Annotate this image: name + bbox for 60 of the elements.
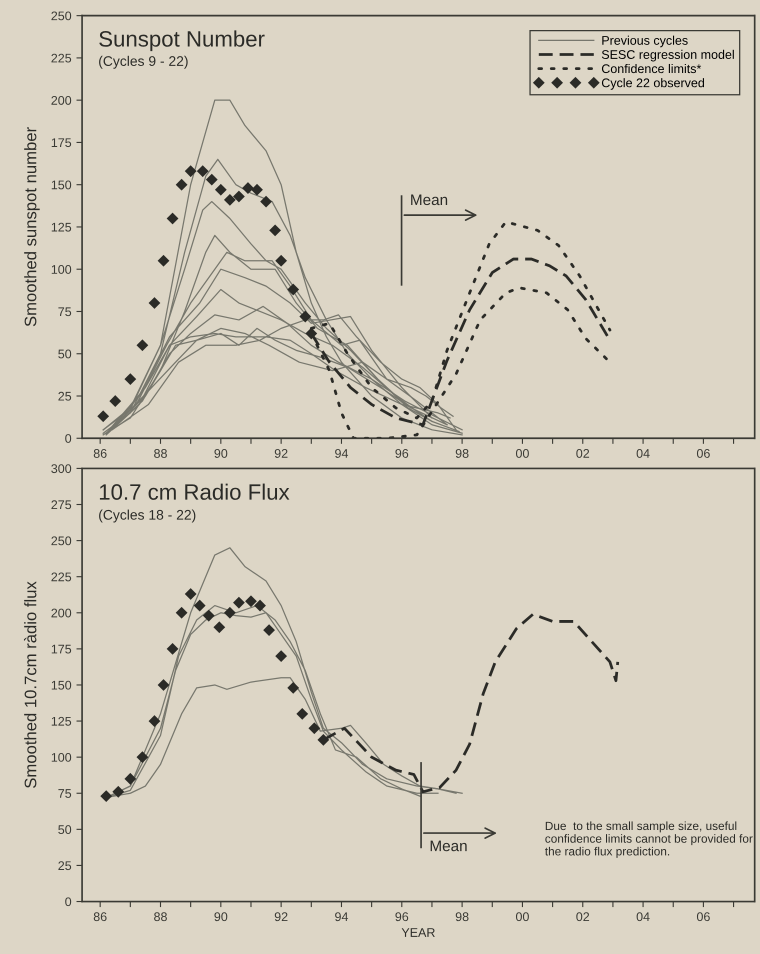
- y-tick-label: 125: [52, 222, 72, 232]
- y-tick-label: 225: [51, 572, 72, 582]
- legend-label: Previous cycles: [602, 36, 688, 48]
- x-tick-label: 06: [696, 449, 710, 458]
- x-tick-label: 86: [94, 449, 107, 458]
- text: Sunspot Number: [99, 30, 265, 52]
- text: (Cycles 9 - 22): [99, 56, 188, 69]
- x-tick-label: 88: [154, 912, 167, 922]
- x-tick-label: 94: [335, 912, 348, 922]
- x-tick-label: 92: [274, 912, 288, 922]
- y-tick-label: 175: [52, 644, 72, 654]
- y-tick-label: 300: [51, 464, 72, 474]
- y-tick-label: 25: [58, 392, 72, 401]
- x-tick-label: 90: [214, 912, 228, 922]
- x-tick-label: 96: [395, 449, 408, 458]
- x-tick-label: 00: [516, 912, 529, 922]
- y-tick-label: 0: [65, 897, 72, 906]
- y-tick-label: 250: [51, 536, 72, 546]
- x-tick-label: 94: [335, 449, 348, 458]
- x-tick-label: 06: [696, 912, 710, 922]
- annotation: Due to the small sample size, useful confidence limits cannot be provided for the radio flux prediction.: [545, 821, 753, 858]
- y-tick-label: 25: [58, 861, 72, 870]
- x-tick-label: 92: [274, 449, 288, 458]
- legend-label: SESC regression model: [602, 50, 734, 62]
- y-tick-label: 50: [58, 350, 72, 358]
- y-tick-label: 75: [58, 789, 72, 798]
- text: (Cycles 18 - 22): [99, 510, 196, 523]
- legend-label: Confidence limits*: [602, 64, 702, 74]
- legend-label: Cycle 22 observed: [602, 78, 704, 90]
- y-tick-label: 150: [52, 180, 72, 190]
- y-tick-label: 200: [51, 96, 72, 105]
- annotation: Mean: [430, 840, 467, 852]
- x-tick-label: 98: [456, 912, 469, 922]
- y-tick-label: 50: [58, 825, 72, 834]
- x-tick-label: 00: [516, 449, 529, 458]
- y-tick-label: 150: [52, 680, 72, 690]
- x-tick-label: 04: [636, 912, 650, 922]
- x-tick-label: 02: [576, 449, 590, 458]
- x-tick-label: 88: [154, 449, 167, 458]
- y-tick-label: 75: [58, 307, 72, 316]
- x-tick-label: 90: [214, 449, 228, 458]
- x-tick-label: 98: [456, 449, 469, 458]
- y-tick-label: 200: [51, 608, 72, 618]
- x-tick-label: 96: [395, 912, 408, 922]
- y-tick-label: 175: [52, 138, 72, 148]
- y-tick-label: 125: [52, 716, 72, 726]
- y-axis-title: Smoothed 10.7cm ràdio flux: [24, 581, 36, 788]
- text: 10.7 cm Radio Flux: [100, 484, 290, 500]
- y-tick-label: 0: [65, 434, 72, 443]
- y-tick-label: 100: [52, 265, 72, 274]
- y-tick-label: 275: [51, 500, 72, 510]
- x-axis-title: YEAR: [402, 928, 435, 937]
- x-tick-label: 86: [94, 912, 107, 922]
- y-tick-label: 250: [51, 11, 72, 20]
- annotation: Mean: [411, 194, 448, 206]
- x-tick-label: 04: [636, 449, 650, 458]
- y-tick-label: 225: [51, 54, 72, 63]
- y-tick-label: 100: [52, 752, 72, 762]
- y-axis-title: Smoothed sunspot number: [24, 127, 40, 326]
- x-tick-label: 02: [576, 912, 590, 922]
